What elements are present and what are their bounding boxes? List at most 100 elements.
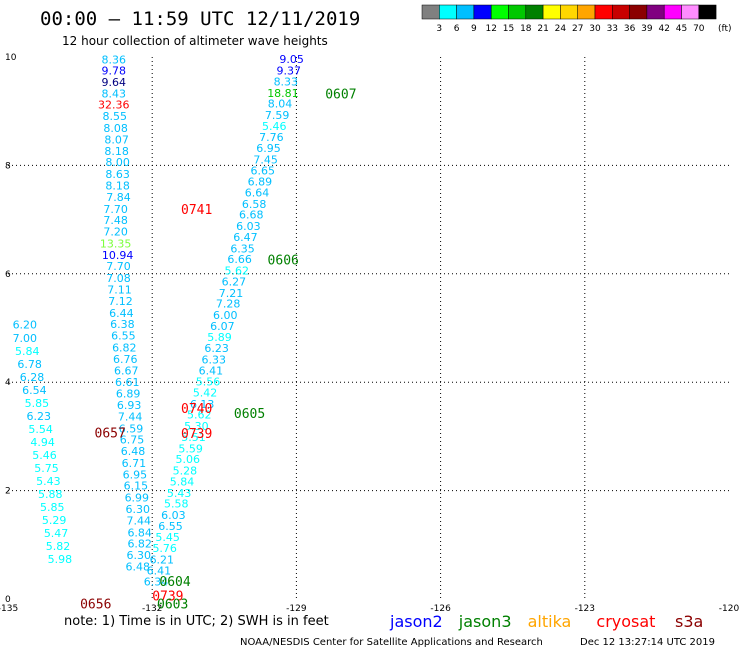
wave-height-value: 5.47 [44,527,69,540]
wave-height-value: 7.70 [106,260,131,273]
wave-height-value: 5.89 [207,331,232,344]
wave-height-value: 6.89 [116,388,141,401]
wave-height-value: 7.44 [118,410,143,423]
wave-height-value: 6.23 [204,342,229,355]
wave-height-value: 7.08 [106,272,131,285]
colorbar-unit: (ft) [718,24,732,34]
colorbar-swatch [681,4,700,20]
wave-height-value: 7.12 [108,295,133,308]
wave-height-value: 6.34 [144,576,169,589]
wave-height-value: 6.64 [245,187,270,200]
wave-height-value: 9.37 [276,65,301,78]
wave-height-value: 13.35 [100,237,132,250]
wave-height-value: 6.59 [119,422,144,435]
colorbar-swatch [629,4,648,20]
wave-height-value: 6.68 [239,209,264,222]
wave-height-value: 7.20 [103,226,128,239]
wave-height-value: 6.95 [123,468,148,481]
wave-height-value: 6.33 [201,353,226,366]
colorbar-swatch [421,4,440,20]
wave-height-value: 5.56 [196,376,221,389]
colorbar-tick-label: 70 [693,24,705,34]
wave-height-value: 5.82 [46,540,71,553]
colorbar-tick-label: 45 [676,24,687,34]
wave-height-value: 6.61 [115,376,140,389]
legend-cryosat: cryosat [596,612,655,631]
wave-height-value: 8.63 [105,168,130,181]
colorbar-tick-label: 12 [485,24,496,34]
colorbar-swatch [439,4,457,20]
wave-height-value: 6.78 [17,358,42,371]
wave-height-value: 5.28 [173,465,198,478]
pass-time-label: 0741 [181,203,212,218]
wave-height-value: 5.54 [28,423,53,436]
wave-height-value: 5.46 [262,120,287,133]
wave-height-value: 6.23 [27,410,52,423]
footer-timestamp: Dec 12 13:27:14 UTC 2019 [580,637,715,648]
wave-height-value: 6.55 [158,520,183,533]
wave-height-value: 5.62 [187,409,212,422]
colorbar-tick-label: 36 [624,24,636,34]
wave-height-value: 6.48 [126,560,151,573]
colorbar-tick-label: 42 [658,24,669,34]
wave-height-value: 7.45 [253,153,278,166]
wave-height-value: 5.06 [176,453,201,466]
wave-height-value: 6.35 [230,242,255,255]
colorbar-tick-label: 15 [503,24,514,34]
wave-height-value: 5.45 [155,531,180,544]
colorbar-swatch [646,4,665,20]
wave-height-value: 6.48 [121,445,146,458]
wave-height-value: 7.59 [265,109,290,122]
colorbar-swatch [456,4,475,20]
wave-height-value: 5.46 [32,449,57,462]
x-tick-label: -129 [286,604,307,614]
wave-height-value: 9.05 [279,53,304,66]
pass-time-label: 0604 [159,575,190,590]
wave-height-value: 18.81 [267,87,299,100]
x-tick-label: -126 [430,604,451,614]
colorbar-swatch [698,4,717,20]
wave-height-value: 5.88 [38,488,63,501]
wave-height-value: 5.51 [181,431,206,444]
pass-time-label: 0605 [234,407,265,422]
colorbar-tick-label: 24 [555,24,567,34]
wave-height-value: 8.55 [102,110,127,123]
wave-height-value: 5.29 [42,514,67,527]
pass-time-label: 0739 [181,427,212,442]
wave-height-value: 7.11 [107,284,132,297]
colorbar-swatch [508,4,527,20]
colorbar-tick-label: 27 [572,24,583,34]
wave-height-value: 8.36 [101,54,126,67]
wave-height-value: 6.03 [236,220,261,233]
wave-height-value: 6.03 [161,509,186,522]
wave-height-value: 5.62 [225,265,250,278]
footer-note: note: 1) Time is in UTC; 2) SWH is in fe… [64,614,329,629]
y-tick-label: 8 [5,161,11,171]
colorbar-tick-label: 39 [641,24,653,34]
wave-height-value: 7.00 [13,332,38,345]
wave-height-value: 6.21 [150,553,175,566]
colorbar-swatch [612,4,630,20]
pass-time-label: 0606 [268,254,299,269]
wave-height-value: 5.85 [25,397,50,410]
wave-height-value: 6.38 [110,318,135,331]
colorbar-tick-label: 33 [607,24,618,34]
wave-height-value: 6.27 [222,275,247,288]
wave-height-value: 8.18 [105,179,130,192]
x-tick-label: -123 [575,604,595,614]
legend-s3a: s3a [675,612,703,631]
y-tick-label: 10 [5,53,17,63]
x-tick-label: -132 [142,604,162,614]
wave-height-value: 6.28 [20,371,45,384]
wave-height-value: 8.07 [104,133,129,146]
wave-height-value: 5.42 [193,386,218,399]
wave-height-value: 8.33 [274,75,299,88]
wave-height-value: 5.75 [34,462,59,475]
x-tick-label: -120 [719,604,740,614]
chart-title: 00:00 – 11:59 UTC 12/11/2019 [40,8,360,30]
wave-height-value: 10.94 [102,249,134,262]
colorbar-swatch [542,4,561,20]
wave-height-value: 5.30 [184,420,209,433]
